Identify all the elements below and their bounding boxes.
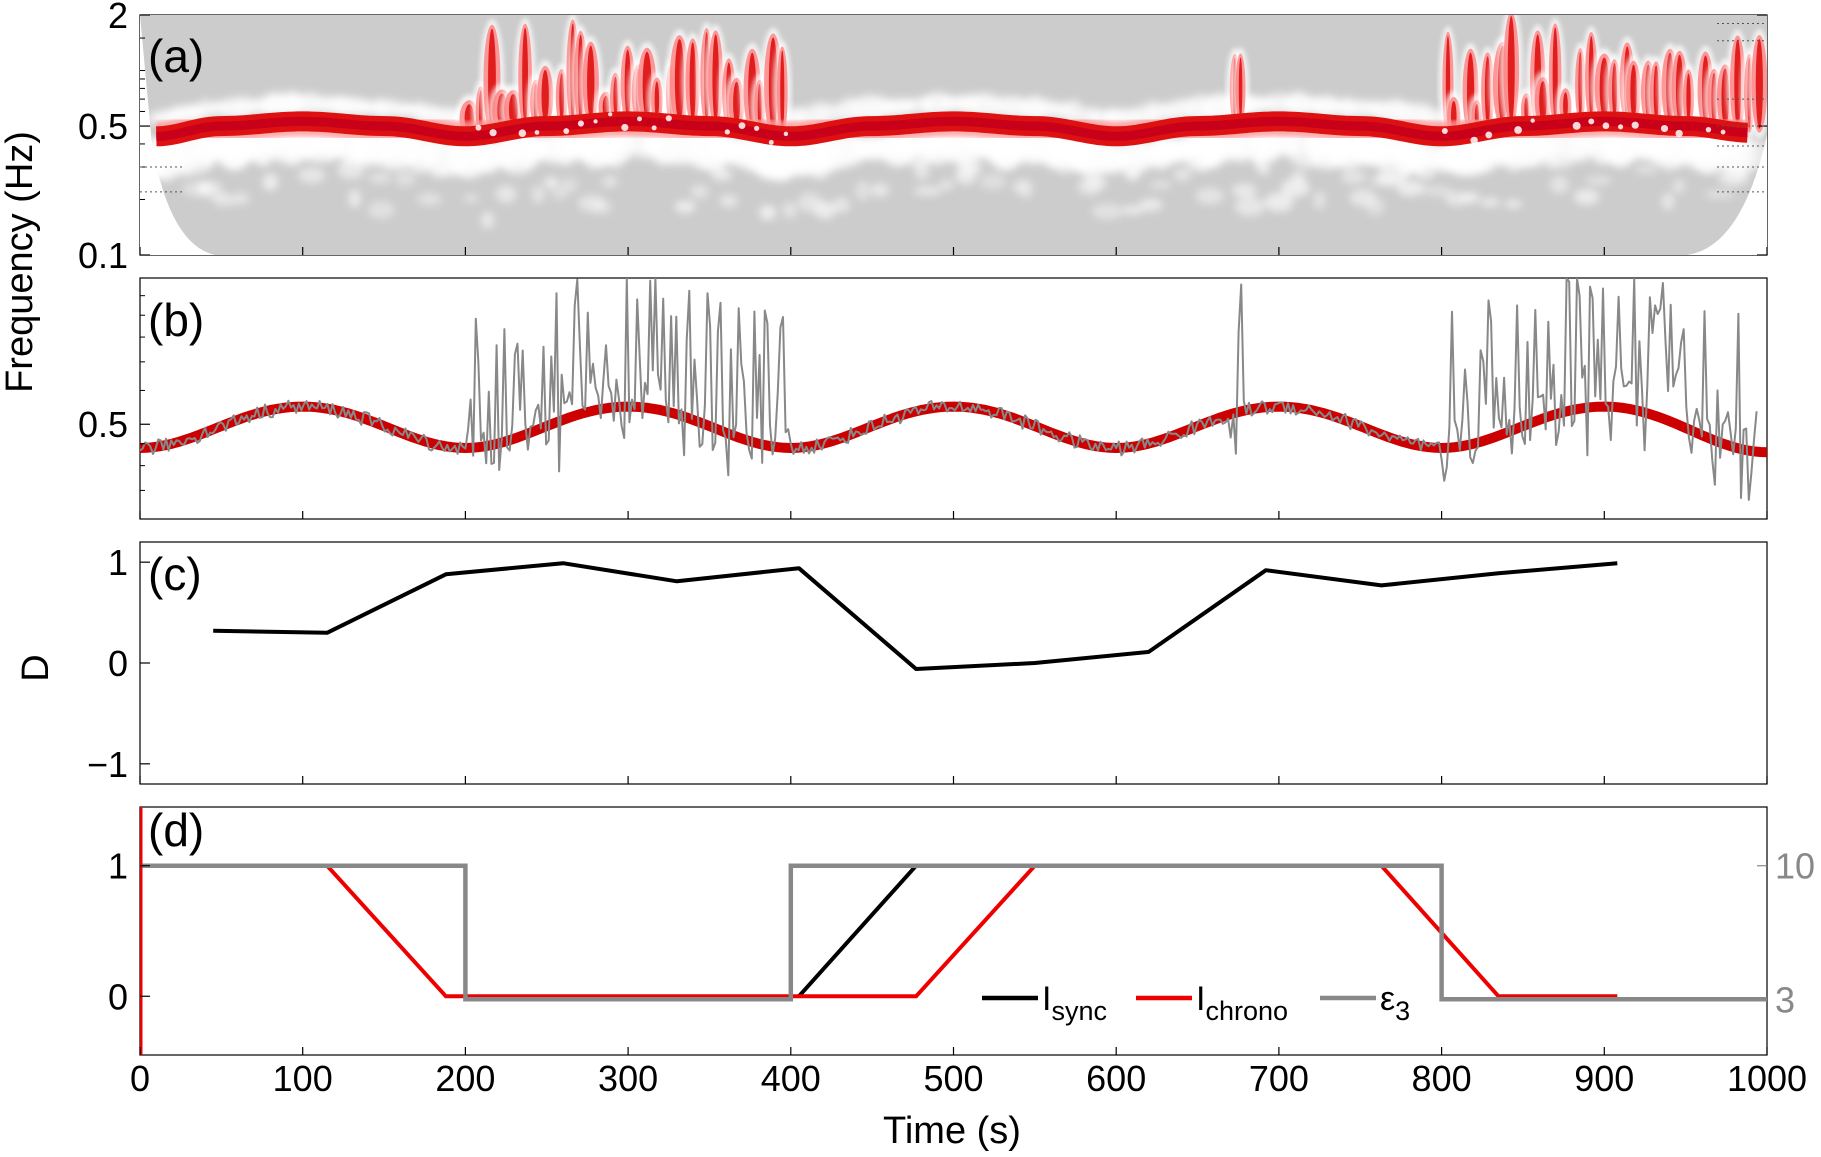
panel-b-label: (b) (148, 294, 204, 346)
panel-d-lines (140, 807, 1767, 1055)
panel-c-axes: 1 0 −1 (87, 542, 1768, 785)
series-instantaneous-frequency (140, 278, 1758, 501)
panel-a-label: (a) (148, 30, 204, 82)
x-tick-label: 400 (761, 1058, 821, 1099)
panel-c-ytick-label: 1 (108, 542, 128, 583)
panel-d-label: (d) (148, 804, 204, 856)
series-epsilon-3 (140, 863, 1767, 1002)
panel-c-ytick-label: 0 (108, 643, 128, 684)
series-d (213, 561, 1618, 671)
x-tick-label: 0 (130, 1058, 150, 1099)
panel-d-ytick-label: 1 (108, 846, 128, 887)
panel-d-y2tick-label: 10 (1775, 846, 1815, 887)
panel-d-ytick-label: 0 (108, 976, 128, 1017)
ridge-core (156, 116, 1748, 141)
panel-a-axes: 2 0.5 0.1 (78, 0, 1768, 276)
panel-d-y2tick-label: 3 (1775, 979, 1795, 1020)
cone-of-influence-right (1687, 135, 1767, 255)
panel-b-axes: 0.5 (78, 295, 1768, 519)
spectrogram-bursts (455, 15, 1767, 143)
panel-a-ytick-label: 2 (108, 0, 128, 36)
x-axis-label-time: Time (s) (883, 1110, 1021, 1152)
panel-c-axes-frame (139, 541, 1768, 785)
legend-entry: Ichrono (1196, 980, 1288, 1026)
cone-of-influence-left (140, 15, 215, 255)
legend-entry: ε3 (1380, 980, 1410, 1026)
panel-d-legend: Isync Ichrono ε3 (982, 980, 1410, 1026)
y-axis-label-frequency: Frequency (Hz) (0, 131, 41, 393)
panel-d-axes-frame (139, 806, 1768, 1056)
panel-b-lines (140, 278, 1767, 501)
legend-entry: Isync (1042, 980, 1107, 1026)
x-tick-label: 300 (598, 1058, 658, 1099)
panel-a-ytick-label: 0.1 (78, 235, 128, 276)
x-tick-label: 100 (273, 1058, 333, 1099)
x-tick-label: 200 (435, 1058, 495, 1099)
panel-b-ytick-label: 0.5 (78, 404, 128, 445)
panel-c-label: (c) (148, 548, 202, 600)
panel-b-frequency-trace: 0.5 (b) (78, 277, 1768, 520)
panel-c-d-index: 1 0 −1 (c) (87, 541, 1768, 785)
x-tick-label: 500 (923, 1058, 983, 1099)
panel-c-lines (213, 561, 1618, 671)
spectrogram-image (140, 15, 1767, 255)
panel-b-axes-frame (139, 277, 1768, 520)
x-tick-label: 1000 (1727, 1058, 1807, 1099)
series-extracted-frequency (140, 401, 1767, 458)
panel-a-spectrogram: 2 0.5 0.1 (a) (78, 0, 1768, 276)
x-tick-label: 800 (1412, 1058, 1472, 1099)
panel-c-ytick-label: −1 (87, 744, 128, 785)
y-axis-label-d: D (15, 654, 57, 681)
x-tick-label: 700 (1249, 1058, 1309, 1099)
panel-a-ytick-label: 0.5 (78, 106, 128, 147)
x-tick-label: 600 (1086, 1058, 1146, 1099)
x-tick-label: 900 (1574, 1058, 1634, 1099)
